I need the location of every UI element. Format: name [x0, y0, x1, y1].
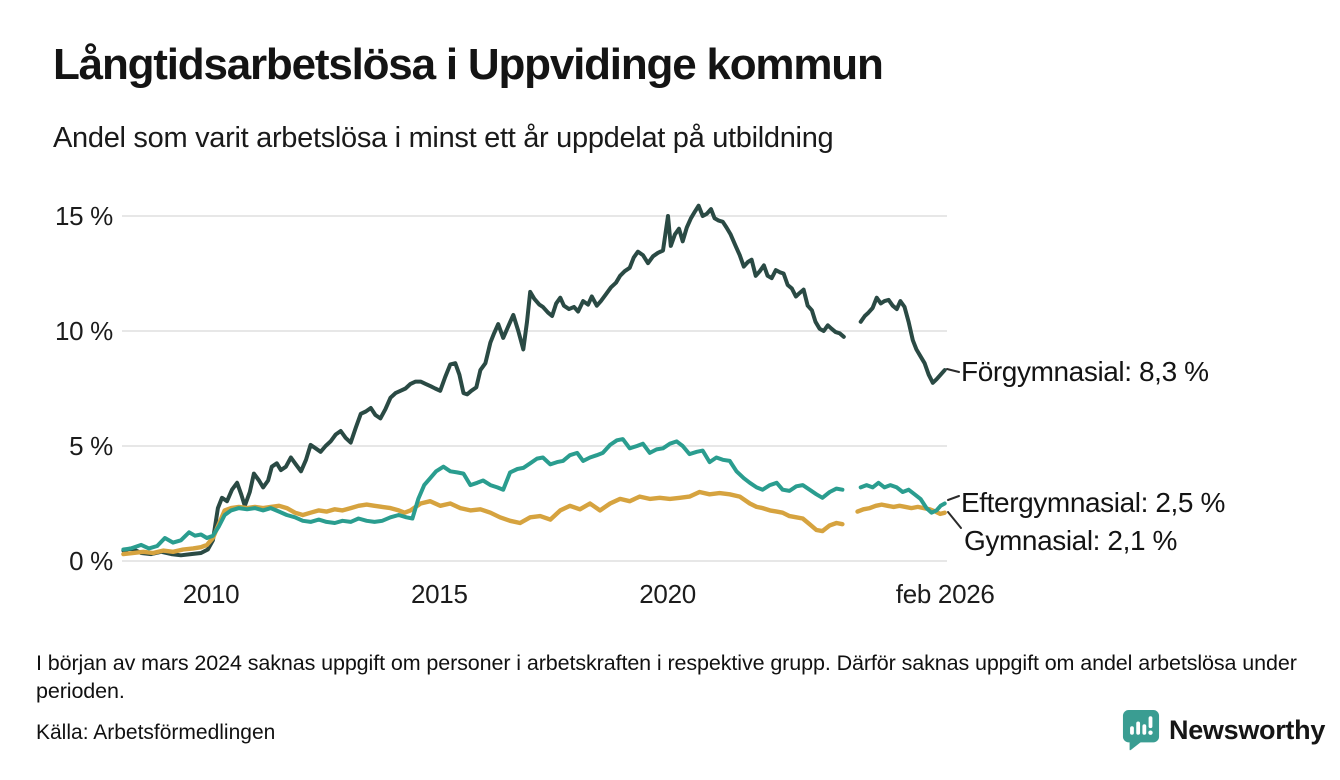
series-line-gymnasial [855, 502, 947, 517]
series-line-eftergymnasial [121, 437, 845, 552]
chart-footnote: I början av mars 2024 saknas uppgift om … [36, 651, 1297, 703]
x-axis-tick-2010: 2010 [182, 579, 240, 609]
x-axis-tick-2020: 2020 [639, 579, 696, 609]
newsworthy-wordmark: Newsworthy [1169, 714, 1326, 745]
y-axis-tick-10: 10 % [54, 316, 113, 346]
x-axis-tick-feb-2026: feb 2026 [895, 579, 995, 609]
page-title: Långtidsarbetslösa i Uppvidinge kommun [53, 40, 884, 89]
y-axis-tick-0: 0 % [69, 546, 113, 576]
leader-line-forgymnasial [946, 368, 960, 373]
series-line-forgymnasial [858, 295, 947, 385]
source-attribution: Källa: Arbetsförmedlingen [36, 721, 276, 744]
newsworthy-logo: Newsworthy [1122, 709, 1325, 751]
series-end-label-gymnasial: Gymnasial: 2,1 % [964, 525, 1178, 556]
series-line-forgymnasial [121, 203, 846, 558]
leader-line-eftergymnasial [947, 495, 960, 501]
y-axis-tick-15: 15 % [54, 201, 113, 231]
chart-subtitle: Andel som varit arbetslösa i minst ett å… [53, 122, 834, 154]
series-line-eftergymnasial [858, 480, 947, 515]
newsworthy-bar-chart-bubble-icon [1122, 710, 1160, 751]
series-end-label-eftergymnasial: Eftergymnasial: 2,5 % [961, 487, 1225, 518]
series-line-gymnasial [121, 489, 845, 557]
series-end-label-forgymnasial: Förgymnasial: 8,3 % [961, 356, 1209, 387]
leader-line-gymnasial [947, 511, 962, 529]
y-axis-tick-5: 5 % [69, 431, 113, 461]
x-axis-tick-2015: 2015 [410, 579, 468, 609]
